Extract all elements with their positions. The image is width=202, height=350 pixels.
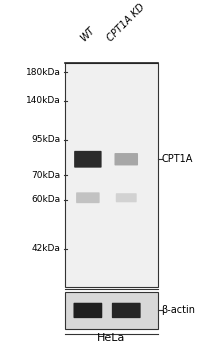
Text: 140kDa: 140kDa <box>26 96 61 105</box>
Text: 60kDa: 60kDa <box>32 195 61 204</box>
Bar <box>65 63 158 287</box>
FancyBboxPatch shape <box>115 153 138 166</box>
Text: WT: WT <box>79 26 97 44</box>
FancyBboxPatch shape <box>112 303 141 318</box>
Text: CPT1A KD: CPT1A KD <box>106 2 147 44</box>
FancyBboxPatch shape <box>76 193 100 203</box>
FancyBboxPatch shape <box>116 193 137 202</box>
Text: 70kDa: 70kDa <box>32 170 61 180</box>
Text: HeLa: HeLa <box>97 333 125 343</box>
FancyBboxPatch shape <box>74 303 102 318</box>
Text: 95kDa: 95kDa <box>32 135 61 145</box>
Bar <box>65 292 158 329</box>
FancyBboxPatch shape <box>74 151 102 168</box>
Text: 42kDa: 42kDa <box>32 244 61 253</box>
Text: 180kDa: 180kDa <box>26 68 61 77</box>
Text: β-actin: β-actin <box>162 306 196 315</box>
Text: CPT1A: CPT1A <box>162 154 193 164</box>
